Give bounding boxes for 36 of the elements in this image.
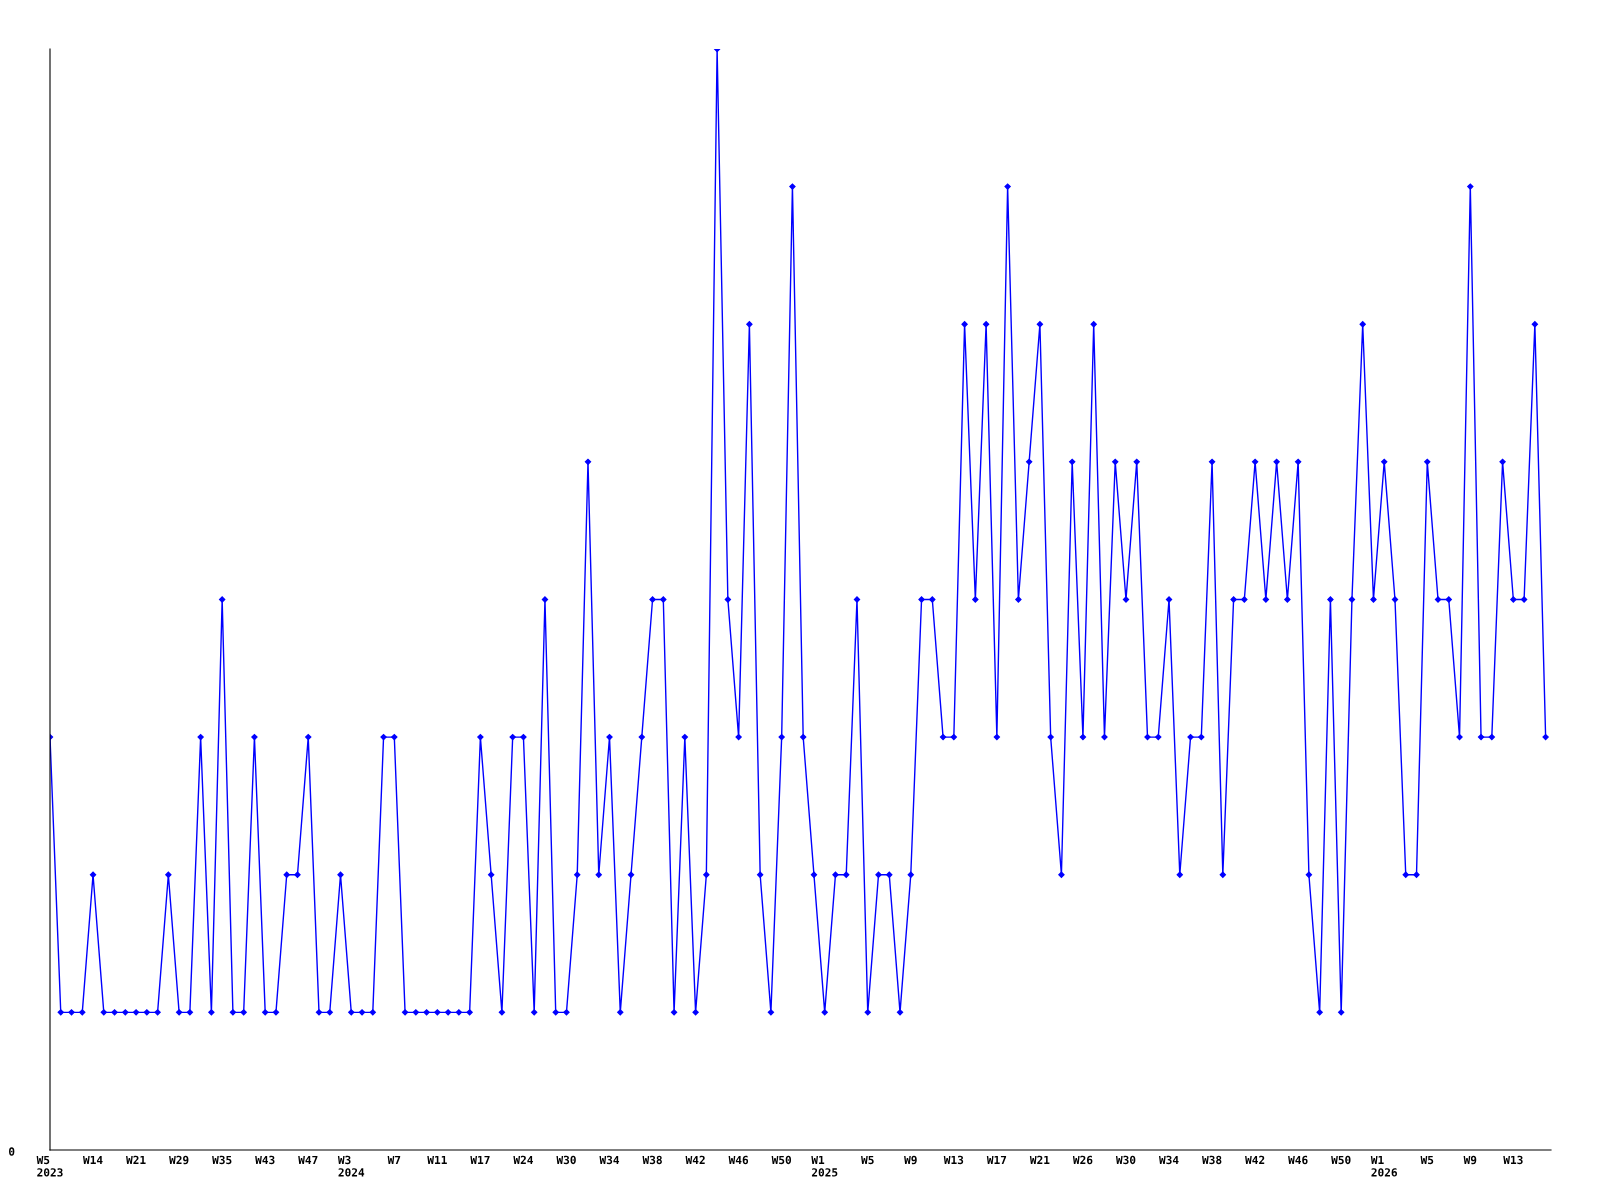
x-tick-label: W46: [1288, 1155, 1308, 1165]
x-tick-label: W5 2023: [36, 1155, 63, 1177]
x-tick-label: W9: [1463, 1155, 1477, 1165]
x-tick-label: W47: [298, 1155, 318, 1164]
x-tick-label: W34: [599, 1155, 620, 1165]
x-tick-label: W9: [904, 1155, 917, 1165]
x-tick-label: W30: [1115, 1155, 1136, 1165]
x-tick-label: W11: [427, 1155, 447, 1164]
x-tick-label: W42: [1245, 1155, 1265, 1164]
text: 0: [9, 1147, 15, 1156]
x-tick-label: W5: [861, 1155, 874, 1165]
x-tick-label: W50: [1331, 1155, 1351, 1165]
x-tick-label: W43: [255, 1155, 275, 1165]
x-tick-label: W3 2024: [337, 1155, 365, 1177]
x-tick-label: W1 2025: [811, 1155, 838, 1177]
x-tick-label: W38: [642, 1155, 662, 1165]
x-tick-label: W26: [1072, 1155, 1093, 1165]
x-tick-label: W50: [771, 1155, 792, 1165]
x-tick-label: W17: [986, 1155, 1007, 1164]
x-tick-label: W29: [169, 1155, 189, 1165]
x-tick-label: W35: [212, 1155, 232, 1165]
x-tick-label: W21: [126, 1155, 146, 1164]
x-tick-label: W42: [685, 1155, 705, 1164]
x-tick-label: W34: [1158, 1155, 1179, 1165]
x-tick-label: W46: [728, 1155, 749, 1165]
x-tick-label: W38: [1202, 1155, 1222, 1165]
x-tick-label: W21: [1029, 1155, 1050, 1164]
x-tick-label: W14: [83, 1155, 103, 1164]
x-tick-label: W1 2026: [1370, 1155, 1397, 1177]
x-tick-label: W5: [1420, 1155, 1434, 1165]
x-tick-label: W24: [513, 1155, 533, 1164]
x-tick-label: W30: [556, 1155, 576, 1165]
x-tick-label: W17: [470, 1155, 490, 1164]
x-tick-label: W7: [387, 1155, 401, 1164]
x-tick-label: W13: [1503, 1155, 1523, 1165]
x-tick-label: W13: [943, 1155, 964, 1165]
